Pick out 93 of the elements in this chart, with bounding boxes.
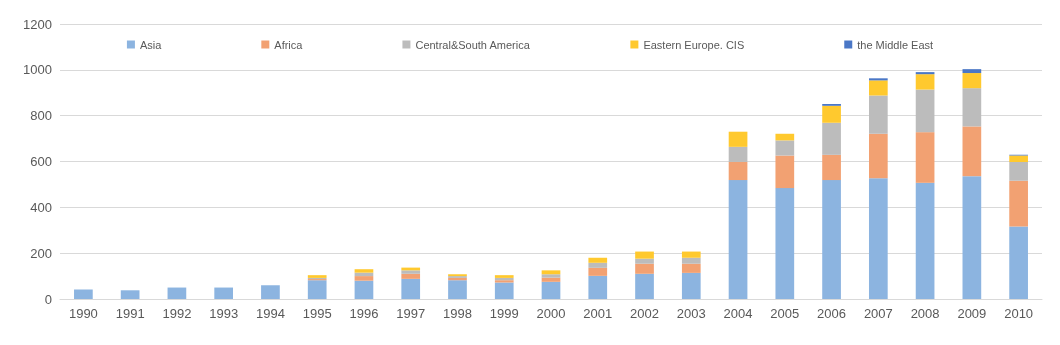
- bar: [915, 89, 935, 133]
- bar: [915, 182, 935, 299]
- x-tick-label: 2002: [630, 306, 659, 321]
- bar: [681, 251, 701, 258]
- bar: [868, 178, 888, 299]
- bar: [775, 133, 795, 141]
- bar: [681, 263, 701, 273]
- bar: [728, 180, 748, 299]
- bar: [635, 258, 654, 264]
- bar: [868, 133, 888, 179]
- legend-label: Central&South America: [415, 38, 531, 51]
- bar: [728, 131, 748, 147]
- bar: [1009, 226, 1028, 299]
- y-tick-label: 1000: [23, 62, 52, 78]
- x-tick-label: 1995: [302, 306, 332, 321]
- bar: [915, 74, 935, 90]
- bar: [868, 78, 888, 81]
- bar: [962, 126, 982, 177]
- bar: [541, 274, 561, 278]
- bar: [962, 73, 982, 89]
- y-tick-label: 200: [30, 245, 52, 261]
- bar: [494, 282, 514, 299]
- bar: [915, 72, 935, 75]
- x-tick-label: 1998: [443, 306, 472, 321]
- x-tick-label: 1994: [255, 306, 285, 321]
- bar: [635, 263, 654, 274]
- bar: [354, 269, 374, 273]
- bar: [261, 285, 280, 299]
- bar: [120, 290, 140, 299]
- bar: [868, 95, 888, 134]
- legend-label: Asia: [139, 38, 163, 51]
- bar: [167, 287, 187, 299]
- bar: [1009, 155, 1028, 162]
- bar: [868, 80, 888, 96]
- bar: [74, 289, 93, 299]
- bar: [681, 257, 701, 264]
- bar: [822, 180, 841, 299]
- y-tick-label: 400: [30, 199, 52, 215]
- bar: [541, 281, 561, 299]
- bar: [448, 280, 467, 299]
- bar: [822, 105, 841, 123]
- x-tick-label: 1992: [162, 306, 192, 321]
- bar: [401, 278, 421, 299]
- x-tick-label: 2005: [770, 306, 800, 321]
- x-tick-label: 2001: [583, 306, 613, 321]
- bar: [822, 154, 841, 181]
- x-tick-label: 1996: [349, 306, 379, 321]
- bar: [962, 69, 982, 74]
- x-tick-label: 2010: [1004, 306, 1034, 321]
- legend-label: the Middle East: [857, 38, 934, 51]
- bar: [1009, 161, 1028, 181]
- y-tick-label: 800: [30, 108, 52, 124]
- x-tick-label: 1991: [115, 306, 145, 321]
- bar: [354, 280, 374, 299]
- y-tick-label: 1200: [23, 16, 52, 32]
- bar: [214, 287, 234, 299]
- legend-label: Eastern Europe. CIS: [643, 38, 745, 51]
- y-tick-label: 0: [44, 291, 52, 307]
- bar: [775, 188, 795, 299]
- bar: [541, 270, 561, 275]
- bar: [775, 155, 795, 189]
- x-tick-label: 1999: [489, 306, 519, 321]
- bar: [635, 251, 654, 259]
- bar: [541, 277, 561, 282]
- bar: [728, 161, 748, 181]
- x-tick-label: 1993: [209, 306, 239, 321]
- bar: [635, 273, 654, 299]
- x-tick-label: 1997: [396, 306, 426, 321]
- bar: [588, 267, 608, 276]
- bar: [588, 262, 608, 268]
- x-tick-label: 2009: [957, 306, 987, 321]
- bar: [588, 257, 608, 263]
- bar: [307, 280, 327, 299]
- bar: [775, 140, 795, 156]
- x-tick-label: 2003: [676, 306, 706, 321]
- x-tick-label: 1990: [68, 306, 98, 321]
- x-tick-label: 2008: [910, 306, 940, 321]
- bar: [401, 273, 421, 279]
- bar: [962, 176, 982, 299]
- legend-label: Africa: [274, 38, 304, 51]
- x-tick-label: 2004: [723, 306, 753, 321]
- bar: [588, 275, 608, 299]
- x-tick-label: 2006: [817, 306, 847, 321]
- x-tick-label: 2007: [863, 306, 893, 321]
- bar: [915, 132, 935, 183]
- bar: [822, 122, 841, 155]
- bar: [354, 276, 374, 281]
- x-tick-label: 2000: [536, 306, 566, 321]
- bar: [681, 272, 701, 299]
- bar: [962, 88, 982, 127]
- y-tick-label: 600: [30, 154, 52, 169]
- bar: [728, 146, 748, 162]
- bar: [1009, 180, 1028, 227]
